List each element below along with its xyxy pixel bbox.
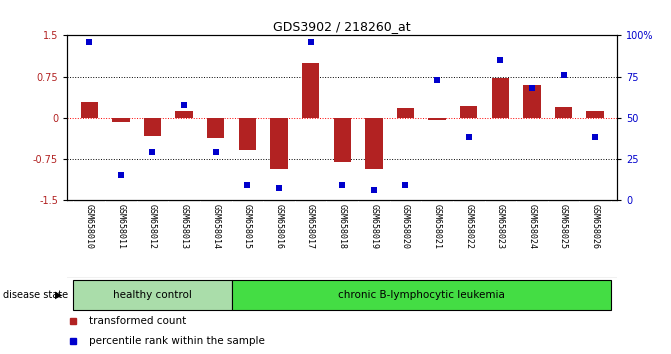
Text: healthy control: healthy control — [113, 290, 192, 300]
Bar — [81, 102, 98, 118]
Text: percentile rank within the sample: percentile rank within the sample — [89, 336, 265, 346]
Text: ▶: ▶ — [55, 290, 62, 300]
Point — [400, 182, 411, 188]
Bar — [231, 280, 611, 310]
Bar — [365, 118, 382, 169]
Text: GSM658017: GSM658017 — [306, 204, 315, 249]
Bar — [270, 118, 288, 169]
Bar — [555, 107, 572, 118]
Point — [274, 185, 285, 191]
Text: GSM658014: GSM658014 — [211, 204, 220, 249]
Text: GSM658024: GSM658024 — [527, 204, 536, 249]
Text: GSM658021: GSM658021 — [433, 204, 442, 249]
Text: GSM658011: GSM658011 — [116, 204, 125, 249]
Bar — [492, 78, 509, 118]
Text: chronic B-lymphocytic leukemia: chronic B-lymphocytic leukemia — [338, 290, 505, 300]
Point — [590, 135, 601, 140]
Bar — [523, 85, 541, 118]
Text: disease state: disease state — [3, 290, 68, 300]
Point — [242, 182, 253, 188]
Text: GSM658015: GSM658015 — [243, 204, 252, 249]
Text: GSM658010: GSM658010 — [85, 204, 94, 249]
Point — [431, 77, 442, 83]
Bar — [239, 118, 256, 149]
Point — [337, 182, 348, 188]
Bar — [207, 118, 224, 138]
Bar — [460, 105, 477, 118]
Bar — [144, 118, 161, 136]
Point — [210, 149, 221, 155]
Point — [527, 85, 537, 91]
Point — [305, 39, 316, 45]
Text: GSM658012: GSM658012 — [148, 204, 157, 249]
Text: transformed count: transformed count — [89, 316, 187, 326]
Bar — [397, 108, 414, 118]
Point — [115, 172, 126, 178]
Point — [464, 135, 474, 140]
Text: GSM658022: GSM658022 — [464, 204, 473, 249]
Point — [84, 39, 95, 45]
Bar — [302, 63, 319, 118]
Point — [178, 102, 189, 107]
Bar — [175, 111, 193, 118]
Text: GSM658013: GSM658013 — [180, 204, 189, 249]
Bar — [586, 110, 604, 118]
Text: GSM658018: GSM658018 — [338, 204, 347, 249]
Text: GSM658019: GSM658019 — [369, 204, 378, 249]
Point — [558, 72, 569, 78]
Bar — [428, 118, 446, 120]
Bar — [333, 118, 351, 161]
Text: GSM658023: GSM658023 — [496, 204, 505, 249]
Point — [368, 187, 379, 193]
Title: GDS3902 / 218260_at: GDS3902 / 218260_at — [273, 20, 411, 33]
Point — [147, 149, 158, 155]
Text: GSM658025: GSM658025 — [559, 204, 568, 249]
Text: GSM658026: GSM658026 — [590, 204, 600, 249]
Bar — [112, 118, 130, 121]
Bar — [73, 280, 231, 310]
Text: GSM658016: GSM658016 — [274, 204, 283, 249]
Text: GSM658020: GSM658020 — [401, 204, 410, 249]
Point — [495, 57, 506, 63]
